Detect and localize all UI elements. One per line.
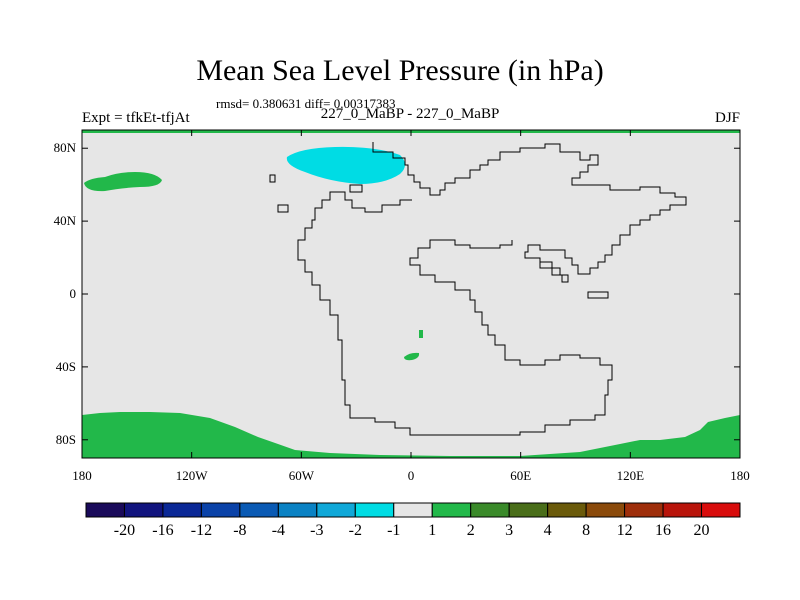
lat-tick-label: 40S xyxy=(56,359,76,374)
positive-anomaly-north-pacific xyxy=(84,172,162,192)
colorbar-swatch xyxy=(470,502,510,518)
lon-tick-label: 120W xyxy=(176,468,209,483)
colorbar-swatch xyxy=(393,502,433,518)
lon-tick-label: 60W xyxy=(289,468,315,483)
colorbar-swatch xyxy=(701,502,741,518)
positive-anomaly-south-atlantic-1 xyxy=(419,330,423,338)
colorbar-label: 12 xyxy=(617,522,633,539)
lon-tick-label: 0 xyxy=(408,468,415,483)
colorbar-swatch xyxy=(585,502,626,518)
colorbar-swatch xyxy=(624,502,664,518)
colorbar xyxy=(85,502,741,518)
colorbar-label: 2 xyxy=(467,522,475,539)
latitude-labels: 80N 40N 0 40S 80S xyxy=(54,140,77,447)
colorbar-label: -8 xyxy=(233,522,246,539)
colorbar-label: -3 xyxy=(310,522,323,539)
lon-tick-label: 60E xyxy=(510,468,531,483)
colorbar-label: -16 xyxy=(152,522,173,539)
colorbar-label: -20 xyxy=(114,522,135,539)
lon-tick-label: 120E xyxy=(617,468,645,483)
colorbar-swatch xyxy=(85,502,125,518)
colorbar-swatch xyxy=(547,502,587,518)
experiment-label: Expt = tfkEt-tfjAt xyxy=(82,110,190,126)
lat-tick-label: 40N xyxy=(54,213,77,228)
lon-tick-label: 180 xyxy=(730,468,750,483)
lat-tick-label: 0 xyxy=(70,286,77,301)
map-background xyxy=(82,130,740,458)
comparison-label: 227_0_MaBP - 227_0_MaBP xyxy=(320,106,500,122)
continent-outlines xyxy=(269,142,687,436)
colorbar-swatch xyxy=(123,502,164,518)
colorbar-swatch xyxy=(162,502,202,518)
colorbar-label: -2 xyxy=(349,522,362,539)
colorbar-swatch xyxy=(316,502,356,518)
colorbar-label: 16 xyxy=(655,522,671,539)
positive-anomaly-south-atlantic-2 xyxy=(404,352,420,361)
colorbar-label: 20 xyxy=(694,522,710,539)
season-label: DJF xyxy=(714,110,740,126)
colorbar-swatch xyxy=(508,502,549,518)
colorbar-swatch xyxy=(239,502,279,518)
lat-tick-label: 80S xyxy=(56,432,76,447)
lat-tick-label: 80N xyxy=(54,140,77,155)
longitude-labels: 180 120W 60W 0 60E 120E 180 xyxy=(72,468,750,483)
colorbar-swatch xyxy=(200,502,241,518)
colorbar-label: 3 xyxy=(505,522,513,539)
axis-ticks xyxy=(81,130,741,458)
stats-line: rmsd= 0.380631 diff= 0.00317383 xyxy=(216,96,396,111)
colorbar-label: -12 xyxy=(191,522,212,539)
negative-anomaly-north xyxy=(286,146,405,184)
colorbar-swatch xyxy=(662,502,703,518)
colorbar-swatch xyxy=(431,502,472,518)
colorbar-swatch xyxy=(354,502,395,518)
positive-anomaly-south xyxy=(82,412,740,458)
colorbar-label: 1 xyxy=(428,522,436,539)
map-title: Mean Sea Level Pressure (in hPa) xyxy=(196,54,604,87)
colorbar-label: -4 xyxy=(272,522,285,539)
colorbar-label: 8 xyxy=(582,522,590,539)
lon-tick-label: 180 xyxy=(72,468,92,483)
colorbar-label: 4 xyxy=(544,522,552,539)
colorbar-labels: -20 -16 -12 -8 -4 -3 -2 -1 1 2 3 4 8 12 16 20 xyxy=(114,522,710,539)
colorbar-swatch xyxy=(277,502,318,518)
colorbar-label: -1 xyxy=(387,522,400,539)
